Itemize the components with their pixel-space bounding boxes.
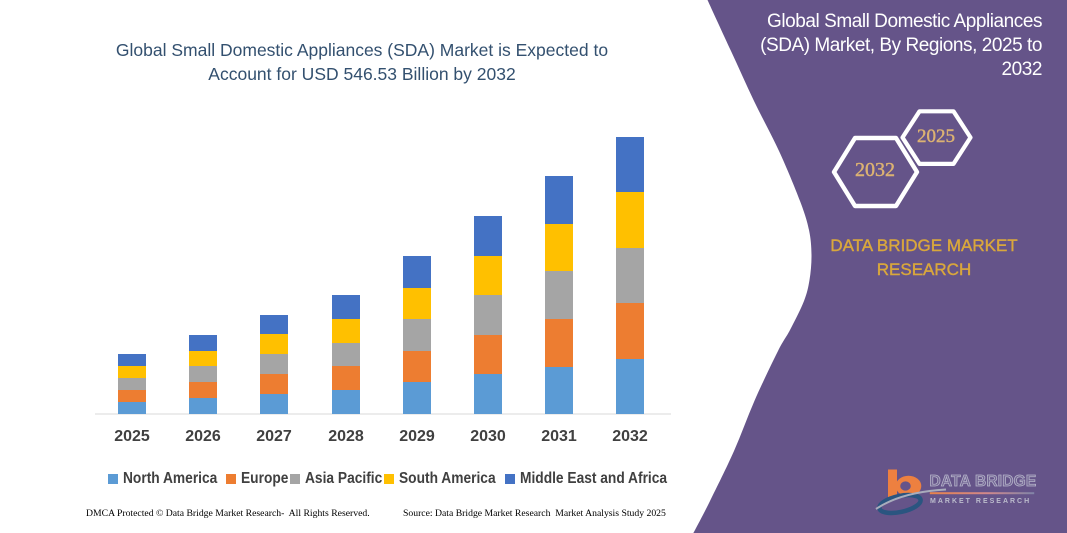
- svg-text:DATA BRIDGE: DATA BRIDGE: [930, 473, 1037, 490]
- svg-text:MARKET RESEARCH: MARKET RESEARCH: [930, 498, 1031, 505]
